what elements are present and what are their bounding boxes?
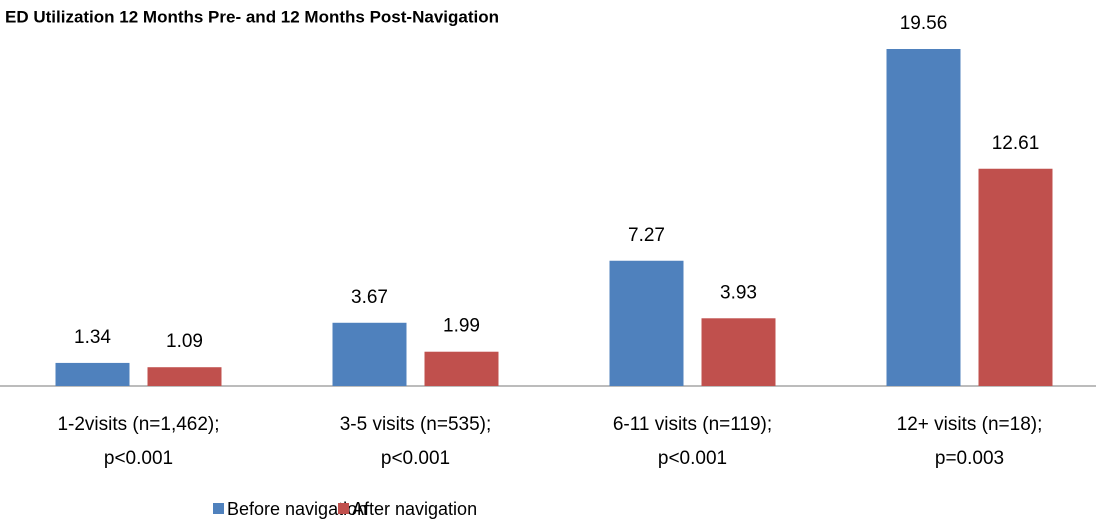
data-label: 12.61 [992,133,1040,154]
data-label: 3.93 [720,282,757,303]
x-tick-label: p=0.003 [935,448,1004,469]
data-label: 19.56 [900,13,948,34]
x-tick-label: 1-2visits (n=1,462); [57,414,219,435]
bar [55,362,130,386]
data-label: 1.34 [74,327,111,348]
bar [424,351,499,386]
legend-swatch [338,503,349,514]
data-label: 1.09 [166,331,203,352]
bar [147,367,222,386]
bar [978,168,1053,386]
data-label: 7.27 [628,225,665,246]
legend-label: Before navigation [227,499,367,519]
legend-label: After navigation [352,499,477,519]
bar [886,49,961,386]
chart-title: ED Utilization 12 Months Pre- and 12 Mon… [5,7,499,26]
x-tick-label: 12+ visits (n=18); [897,414,1043,435]
bar [332,322,407,386]
x-tick-label: 3-5 visits (n=535); [340,414,492,435]
data-label: 3.67 [351,287,388,308]
data-label: 1.99 [443,316,480,337]
x-tick-label: 6-11 visits (n=119); [613,414,772,435]
bar [701,318,776,386]
x-tick-label: p<0.001 [104,448,173,469]
bar [609,260,684,386]
legend-swatch [213,503,224,514]
x-tick-label: p<0.001 [658,448,727,469]
x-tick-label: p<0.001 [381,448,450,469]
